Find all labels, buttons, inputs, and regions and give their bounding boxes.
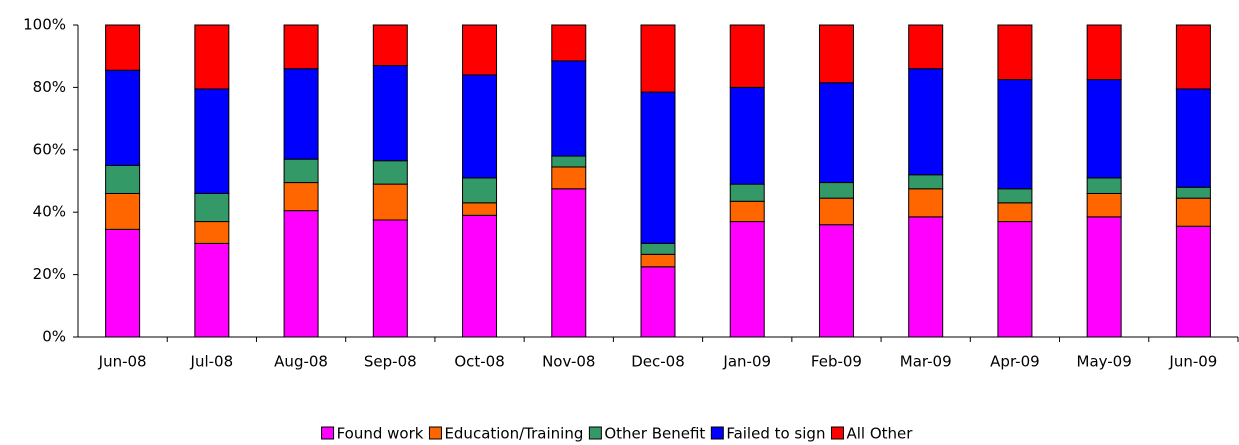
bar-segment [462,24,498,76]
legend-label: Found work [337,425,424,443]
bar-segment [729,24,765,88]
legend-label: Other Benefit [604,425,705,443]
bar-segment [1175,88,1211,188]
bar-segment [908,188,944,218]
bar-segment [818,197,854,226]
bar-segment [997,202,1033,223]
x-tick-label: Dec-08 [631,353,685,371]
x-tick-label: Sep-08 [364,353,417,371]
bar-segment [818,24,854,84]
bar-segment [194,88,230,194]
bar-segment [1086,177,1122,194]
legend-swatch [428,426,442,440]
bar-segment [551,60,587,157]
bar-segment [640,253,676,268]
bar-segment [372,24,408,67]
x-tick-label: Nov-08 [542,353,595,371]
bar-segment [372,65,408,162]
bar-segment [551,24,587,62]
bar-segment [640,242,676,255]
x-tick-label: Jun-08 [98,353,147,371]
bar-segment [105,69,141,166]
bar-segment [908,68,944,176]
x-tick-label: Mar-09 [900,353,952,371]
bar-segment [462,74,498,179]
bar-segment [105,164,141,194]
bar-segment [372,183,408,221]
bar-segment [283,182,319,212]
legend-swatch [830,426,844,440]
bar-segment [908,216,944,338]
legend-label: Education/Training [444,425,583,443]
bar-segment [818,82,854,184]
bar-segment [1175,24,1211,90]
legend-label: All Other [846,425,913,443]
x-tick-label: Jan-09 [722,353,771,371]
bar-segment [1086,192,1122,218]
bar-segment [818,224,854,338]
bar-segment [908,174,944,190]
bar-segment [1086,24,1122,81]
x-tick-label: Jun-09 [1168,353,1217,371]
bar-segment [462,202,498,216]
bar-segment [729,200,765,223]
bar-segment [997,221,1033,338]
y-tick-label: 60% [33,140,66,158]
bar-segment [551,166,587,190]
bar-segment [194,221,230,244]
bar-segment [640,24,676,93]
bar-segment [997,24,1033,81]
y-tick-label: 80% [33,78,66,96]
bar-segment [372,219,408,338]
bar-segment [997,79,1033,190]
bar-segment [194,192,230,223]
bar-segment [997,188,1033,204]
bar-segment [283,210,319,338]
x-tick-label: May-09 [1077,353,1132,371]
bar-segment [1086,216,1122,338]
bar-segment [105,228,141,338]
bar-segment [283,24,319,70]
bar-segment [551,155,587,168]
legend-swatch [710,426,724,440]
bar-segment [462,214,498,338]
bar-segment [729,86,765,185]
x-tick-label: Aug-08 [274,353,328,371]
legend-swatch [321,426,335,440]
x-tick-label: Feb-09 [811,353,862,371]
x-tick-label: Jul-08 [190,353,234,371]
bar-segment [551,188,587,338]
bar-segment [462,177,498,204]
bar-segment [729,183,765,202]
bar-segment [194,24,230,90]
bar-segment [283,158,319,184]
x-tick-label: Apr-09 [990,353,1040,371]
x-tick-label: Oct-08 [454,353,504,371]
bar-segment [1175,197,1211,227]
y-tick-label: 0% [42,328,66,346]
bar-segment [1175,186,1211,199]
bar-segment [283,68,319,160]
bar-segment [105,24,141,71]
bar-segment [105,192,141,230]
bar-segment [194,242,230,338]
y-tick-label: 20% [33,265,66,283]
legend-label: Failed to sign [726,425,825,443]
bar-segment [818,182,854,199]
legend-swatch [588,426,602,440]
y-tick-label: 100% [23,16,66,34]
bar-segment [908,24,944,70]
bar-segment [640,91,676,244]
bar-segment [1175,225,1211,338]
bar-segment [729,221,765,338]
y-tick-label: 40% [33,203,66,221]
bar-segment [640,266,676,338]
bar-segment [372,160,408,185]
bar-segment [1086,79,1122,179]
